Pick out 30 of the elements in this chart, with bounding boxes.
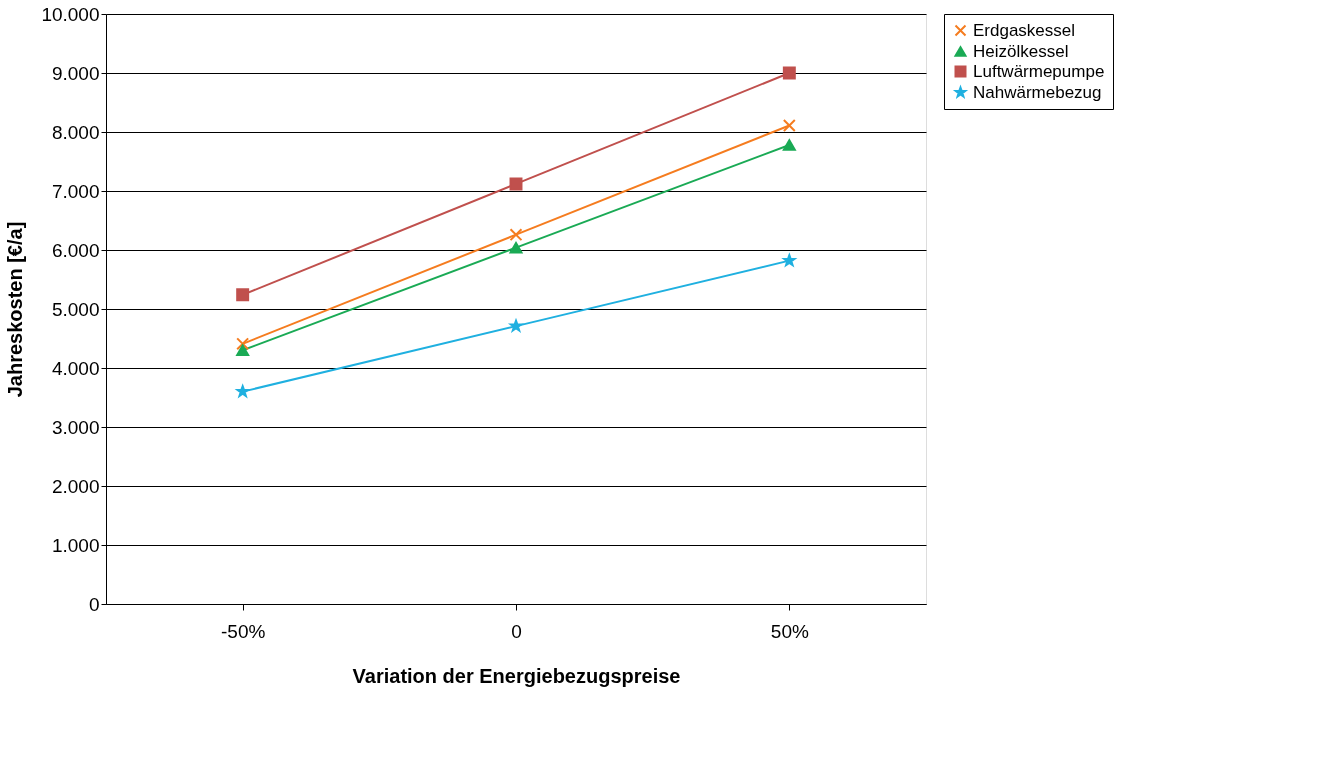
y-tick-label: 0 bbox=[88, 593, 100, 615]
point bbox=[782, 66, 796, 80]
legend-label: Erdgaskessel bbox=[973, 20, 1076, 40]
y-tick-label: 4.000 bbox=[51, 357, 100, 379]
x-tick-label: 50% bbox=[770, 620, 809, 642]
legend-label: Heizölkessel bbox=[973, 41, 1069, 61]
point bbox=[509, 228, 523, 242]
y-tick-label: 1.000 bbox=[51, 534, 100, 556]
legend-label: Luftwärmepumpe bbox=[973, 61, 1105, 81]
x-tick-label: 0 bbox=[511, 620, 522, 642]
point bbox=[509, 319, 523, 332]
y-tick-label: 10.000 bbox=[41, 3, 100, 25]
y-tick-label: 5.000 bbox=[51, 298, 100, 320]
point bbox=[236, 337, 250, 351]
point bbox=[236, 344, 250, 357]
x-axis-title: Variation der Energiebezugspreise bbox=[352, 664, 681, 687]
point bbox=[509, 177, 523, 191]
point bbox=[509, 241, 523, 254]
y-tick-label: 3.000 bbox=[51, 416, 100, 438]
y-tick-label: 7.000 bbox=[51, 180, 100, 202]
point bbox=[236, 288, 250, 302]
point bbox=[782, 139, 796, 151]
point bbox=[782, 119, 796, 132]
legend-label: Nahwärmebezug bbox=[973, 82, 1102, 102]
y-tick-label: 9.000 bbox=[51, 62, 100, 84]
x-tick-label: -50% bbox=[220, 620, 266, 642]
y-axis-title: Jahreskosten [€/a] bbox=[4, 221, 27, 398]
y-tick-label: 6.000 bbox=[51, 239, 100, 261]
y-tick-label: 8.000 bbox=[51, 121, 100, 143]
y-tick-label: 2.000 bbox=[51, 475, 100, 497]
